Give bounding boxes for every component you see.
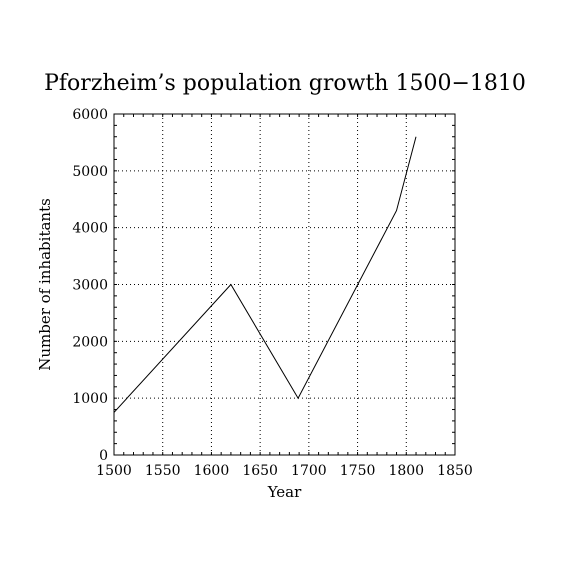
y-axis-label: Number of inhabitants (36, 198, 54, 371)
x-tick-label-1850: 1850 (437, 463, 473, 479)
x-tick-label-1500: 1500 (96, 463, 132, 479)
y-tick-label-4000: 4000 (72, 221, 108, 237)
y-tick-labels: 0 1000 2000 3000 4000 5000 6000 (72, 107, 108, 464)
grid-lines (114, 114, 455, 455)
x-axis-label: Year (267, 483, 302, 501)
population-line-0 (113, 136, 417, 413)
y-tick-label-2000: 2000 (72, 334, 108, 350)
x-tick-label-1550: 1550 (145, 463, 181, 479)
series-layer (113, 136, 417, 413)
axis-ticks (113, 113, 456, 456)
chart-title: Pforzheim’s population growth 1500−1810 (44, 71, 526, 96)
y-tick-label-6000: 6000 (72, 107, 108, 123)
y-tick-label-5000: 5000 (72, 164, 108, 180)
x-tick-label-1800: 1800 (388, 463, 424, 479)
plot-frame (113, 113, 456, 456)
x-tick-label-1650: 1650 (242, 463, 278, 479)
y-tick-label-0: 0 (99, 448, 108, 464)
x-tick-label-1700: 1700 (291, 463, 327, 479)
y-tick-label-3000: 3000 (72, 278, 108, 294)
x-tick-label-1750: 1750 (340, 463, 376, 479)
x-tick-labels: 1500 1550 1600 1650 1700 1750 1800 1850 (96, 463, 473, 479)
y-tick-label-1000: 1000 (72, 391, 108, 407)
x-tick-label-1600: 1600 (194, 463, 230, 479)
